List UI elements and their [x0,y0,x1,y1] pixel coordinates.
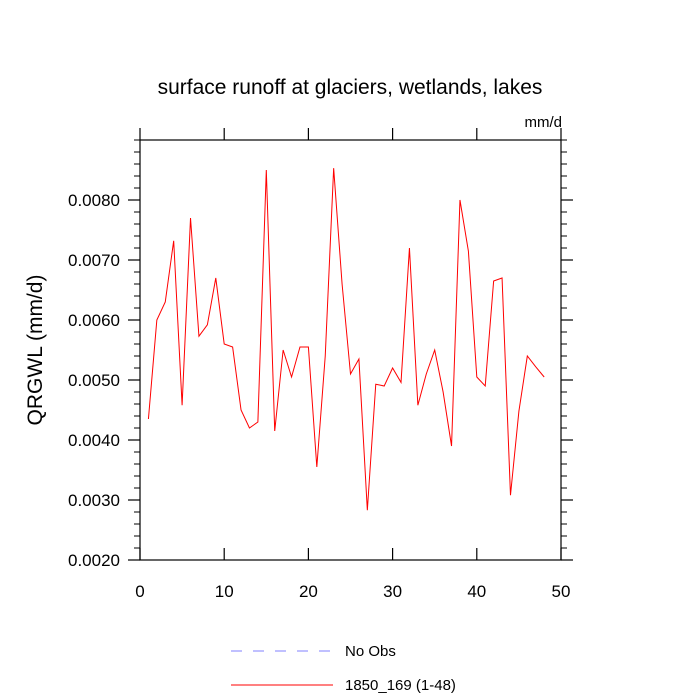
legend: No Obs 1850_169 (1-48) [231,643,456,694]
plot-frame [139,139,562,561]
units-label: mm/d [525,114,563,131]
series-line-1 [147,168,545,511]
y-tick-label: 0.0060 [68,311,120,330]
x-tick-label: 30 [383,582,402,601]
axes: 0 10 20 30 40 50 0.0020 0.0030 0.0040 0.0050 0.006… [68,128,573,601]
y-axis-label: QRGWL (mm/d) [24,275,47,426]
y-tick-label: 0.0020 [68,551,120,570]
y-tick-label: 0.0030 [68,491,120,510]
legend-label-1850-169: 1850_169 (1-48) [345,677,456,694]
y-tick-label: 0.0070 [68,251,120,270]
y-tick-label: 0.0040 [68,431,120,450]
plot-series [147,168,545,511]
y-tick-label: 0.0050 [68,371,120,390]
x-tick-label: 10 [215,582,234,601]
x-tick-label: 40 [467,582,486,601]
x-tick-label: 0 [135,582,144,601]
x-tick-label: 50 [552,582,571,601]
x-tick-label: 20 [299,582,318,601]
y-tick-label: 0.0080 [68,191,120,210]
legend-label-no-obs: No Obs [345,643,396,660]
chart-title: surface runoff at glaciers, wetlands, la… [158,76,543,99]
